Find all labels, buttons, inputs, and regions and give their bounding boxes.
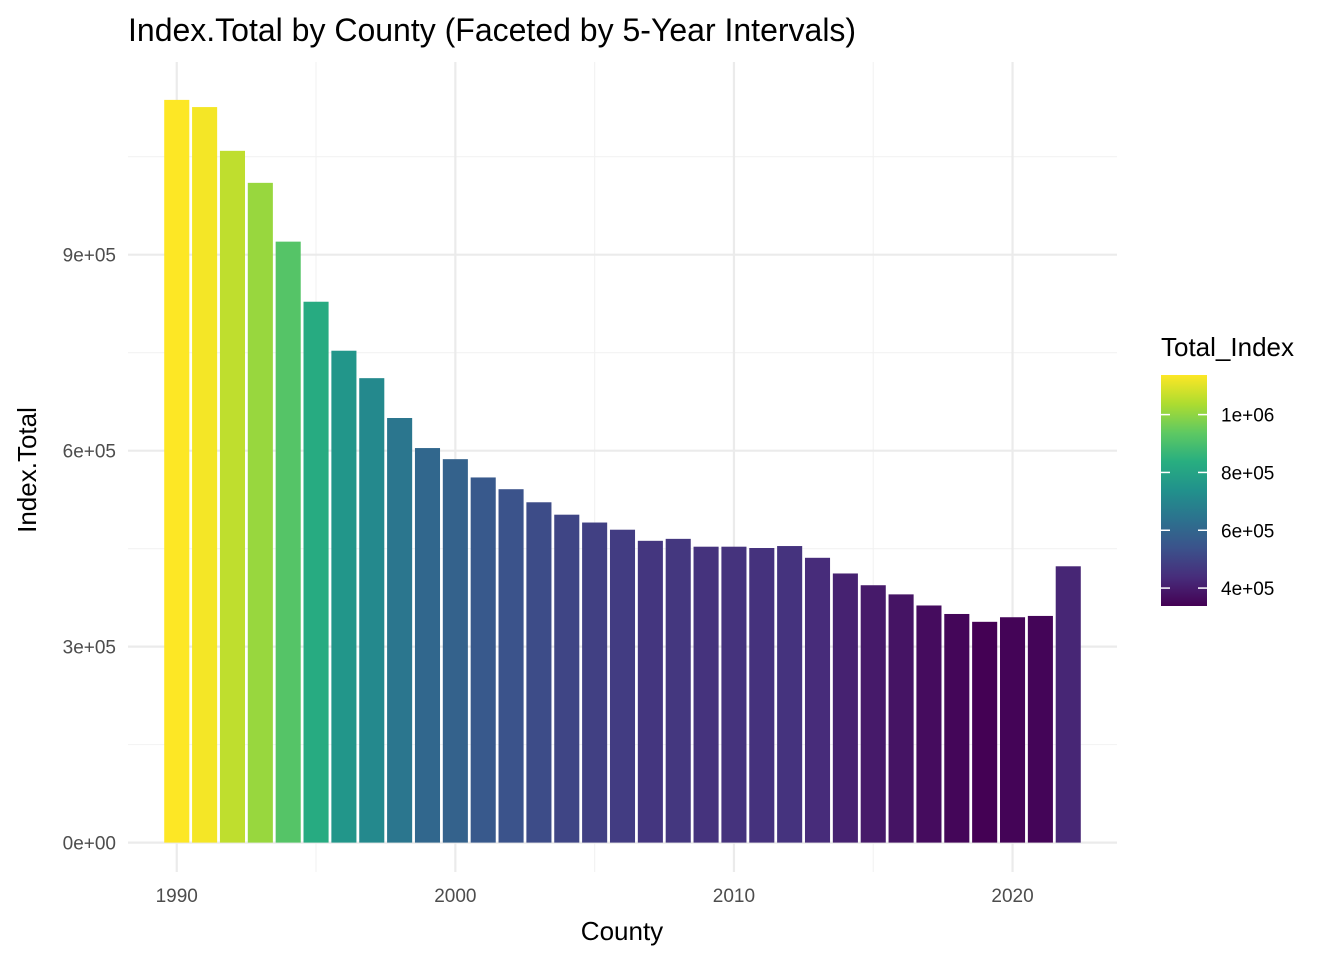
- x-tick-label: 2010: [713, 886, 755, 907]
- bar-1994: [275, 241, 301, 843]
- bar-2000: [442, 459, 468, 843]
- bar-2017: [916, 605, 942, 843]
- legend-title: Total_Index: [1161, 332, 1294, 362]
- y-axis-title: Index.Total: [12, 407, 42, 533]
- x-tick-label: 2020: [991, 886, 1033, 907]
- bar-2004: [554, 514, 580, 843]
- bar-1995: [303, 301, 329, 843]
- legend-colorbar: [1161, 375, 1207, 606]
- bar-2009: [693, 546, 719, 843]
- y-tick-label: 0e+00: [63, 834, 116, 855]
- bars: [164, 99, 1081, 843]
- bar-2016: [888, 594, 914, 843]
- bar-2010: [721, 546, 747, 843]
- y-tick-label: 6e+05: [63, 442, 116, 463]
- legend-tick-label: 6e+05: [1221, 521, 1274, 542]
- bar-2003: [526, 502, 552, 843]
- bar-1999: [414, 448, 441, 843]
- x-axis-title: County: [581, 916, 663, 946]
- x-tick-label: 2000: [434, 886, 476, 907]
- legend-tick-label: 4e+05: [1221, 579, 1274, 600]
- legend-tick-label: 1e+06: [1221, 406, 1274, 427]
- bar-2007: [637, 540, 663, 843]
- bar-2002: [498, 489, 524, 843]
- y-tick-label: 9e+05: [63, 246, 116, 267]
- bar-2006: [609, 529, 636, 843]
- bar-2014: [832, 573, 858, 843]
- x-axis-tick-labels: 1990 2000 2010 2020: [156, 886, 1034, 907]
- bar-2012: [777, 546, 803, 843]
- y-axis-tick-labels: 0e+00 3e+05 6e+05 9e+05: [63, 246, 116, 855]
- color-legend: Total_Index 4e+05 6e+05 8e+05 1e+06: [1161, 332, 1294, 606]
- legend-ticks: 4e+05 6e+05 8e+05 1e+06: [1161, 406, 1274, 600]
- bar-2019: [972, 621, 998, 843]
- y-tick-label: 3e+05: [63, 638, 116, 659]
- bar-1993: [247, 182, 273, 843]
- bar-2005: [582, 522, 608, 843]
- bar-2013: [804, 557, 831, 843]
- bar-2020: [999, 617, 1026, 843]
- bar-2015: [860, 585, 886, 843]
- legend-tick-label: 8e+05: [1221, 463, 1274, 484]
- bar-2008: [665, 538, 691, 843]
- bar-2011: [749, 548, 775, 843]
- bar-1997: [359, 378, 385, 843]
- bar-2001: [470, 477, 496, 843]
- chart-title: Index.Total by County (Faceted by 5-Year…: [128, 12, 856, 48]
- bar-2022: [1055, 566, 1081, 843]
- x-tick-label: 1990: [156, 886, 198, 907]
- bar-1991: [192, 107, 218, 843]
- bar-2018: [944, 613, 970, 843]
- bar-1996: [331, 350, 357, 843]
- bar-1992: [219, 150, 246, 843]
- bar-1990: [164, 99, 190, 843]
- bar-1998: [387, 418, 413, 843]
- bar-2021: [1027, 615, 1053, 843]
